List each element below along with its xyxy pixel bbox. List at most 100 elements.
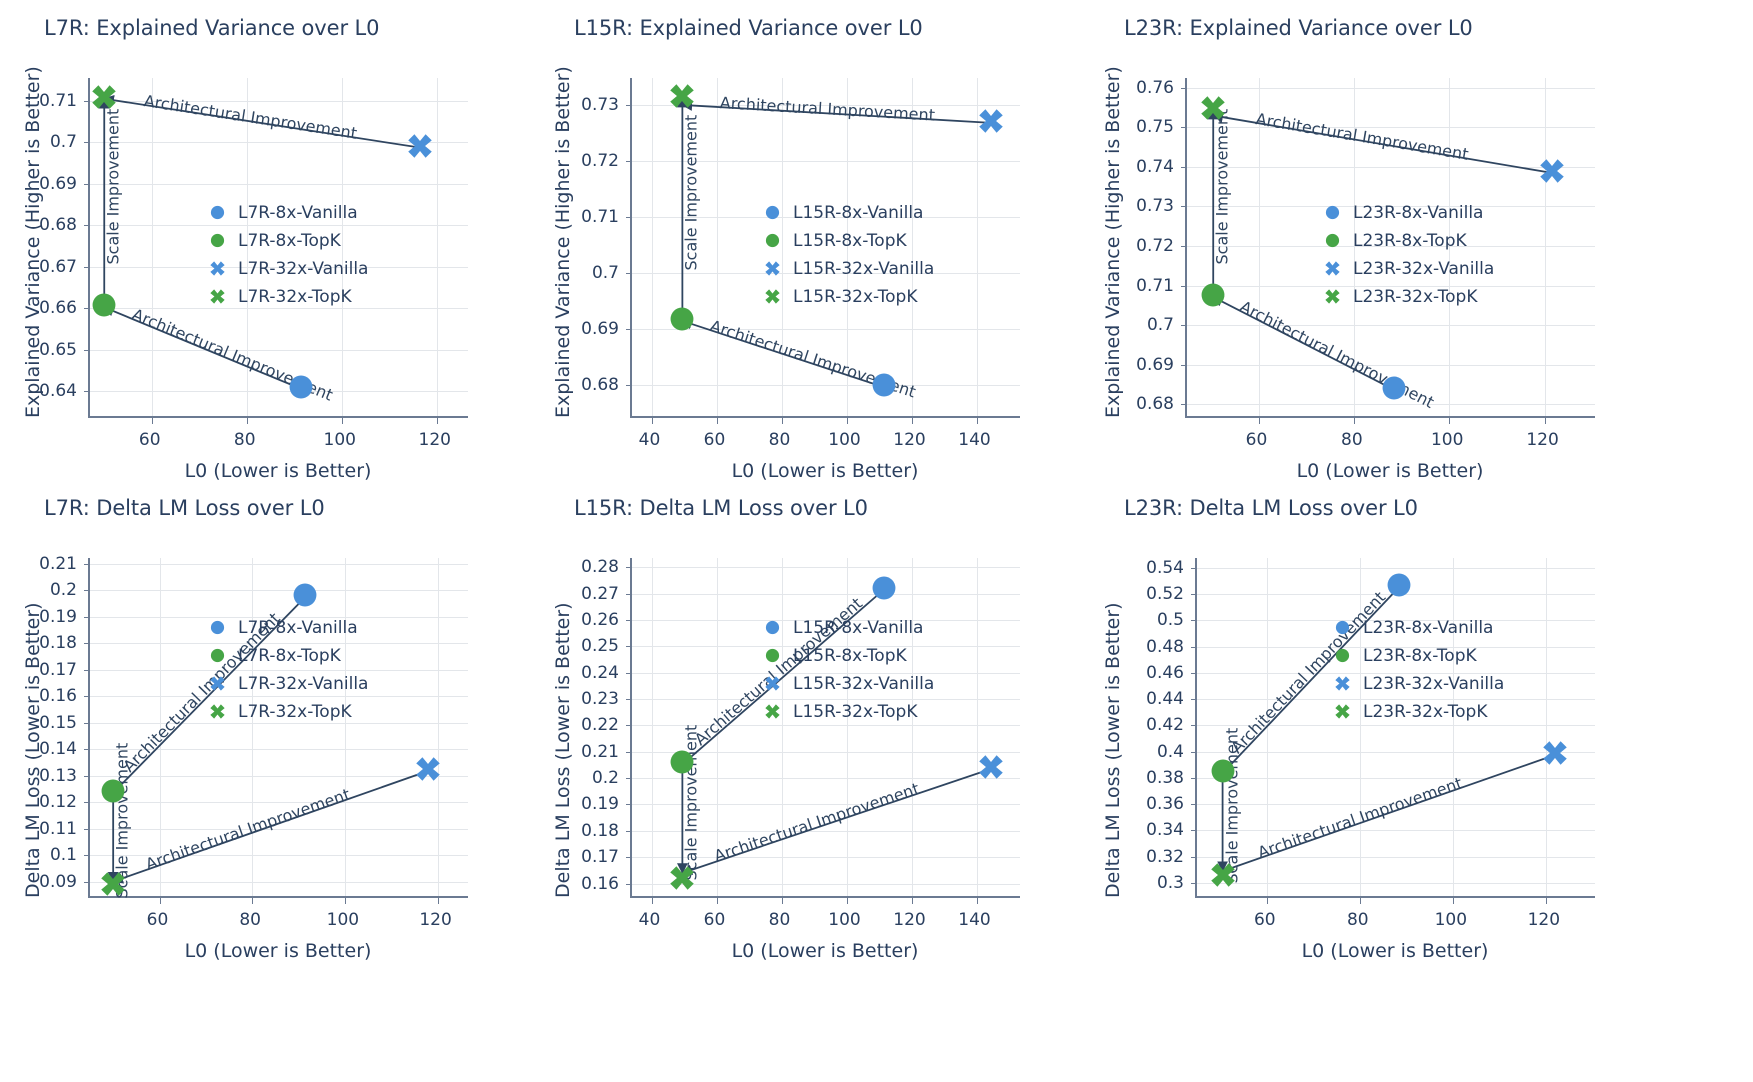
legend-item[interactable]: L15R-8x-TopK <box>760 228 934 253</box>
x-tick-label: 60 <box>703 430 726 450</box>
gridline-vertical <box>438 558 439 896</box>
legend-item[interactable]: L23R-32x-Vanilla <box>1320 256 1494 281</box>
y-tick-label: 0.69 <box>1136 354 1174 375</box>
gridline-horizontal <box>1187 404 1595 405</box>
annotation-architectural-improvement: Architectural Improvement <box>719 93 936 125</box>
legend-cross-icon <box>1330 703 1354 720</box>
annotation-scale-improvement: Scale Improvement <box>681 115 701 271</box>
legend-circle-icon <box>760 620 784 635</box>
legend-cross-icon <box>760 703 784 720</box>
gridline-vertical <box>652 558 653 896</box>
legend-item[interactable]: L7R-8x-Vanilla <box>205 615 368 640</box>
y-tick-mark <box>1181 167 1187 168</box>
plot-area-l7r-delta-lm-loss: Architectural Improvement Architectural I… <box>84 558 468 904</box>
gridline-horizontal <box>1197 594 1595 595</box>
legend-circle-icon <box>205 233 229 248</box>
gridline-horizontal <box>632 161 1020 162</box>
gridline-horizontal <box>632 329 1020 330</box>
y-tick-mark <box>84 350 90 351</box>
x-tick-mark <box>1449 418 1450 424</box>
legend-item[interactable]: L15R-32x-TopK <box>760 699 934 724</box>
legend-item[interactable]: L7R-8x-TopK <box>205 643 368 668</box>
x-tick-mark <box>1267 898 1268 904</box>
x-tick-mark <box>717 898 718 904</box>
legend-item[interactable]: L23R-8x-Vanilla <box>1330 615 1504 640</box>
y-tick-label: 0.16 <box>581 873 619 894</box>
x-axis-title: L0 (Lower is Better) <box>184 940 372 962</box>
y-tick-mark <box>626 699 632 700</box>
y-tick-label: 0.3 <box>1156 872 1184 893</box>
y-tick-label: 0.7 <box>49 132 77 153</box>
y-tick-label: 0.69 <box>581 319 619 340</box>
legend-cross-icon <box>205 703 229 720</box>
y-tick-mark <box>626 385 632 386</box>
y-tick-label: 0.27 <box>581 583 619 604</box>
data-point-l15r-8x-vanilla <box>871 575 897 605</box>
y-tick-mark <box>1191 647 1197 648</box>
legend-circle-icon <box>760 205 784 220</box>
gridline-vertical <box>1453 558 1454 896</box>
y-tick-label: 0.54 <box>1146 557 1184 578</box>
legend-item[interactable]: L15R-32x-TopK <box>760 284 934 309</box>
legend-circle-icon <box>1330 620 1354 635</box>
legend-item[interactable]: L23R-32x-TopK <box>1330 699 1504 724</box>
chart-panel-l23r-explained-variance: L23R: Explained Variance over L0 Architec… <box>1080 0 1753 490</box>
legend-item[interactable]: L15R-8x-TopK <box>760 643 934 668</box>
legend-cross-icon <box>1320 288 1344 305</box>
gridline-vertical <box>912 558 913 896</box>
y-tick-label: 0.21 <box>581 741 619 762</box>
legend-item[interactable]: L15R-32x-Vanilla <box>760 671 934 696</box>
gridline-horizontal <box>632 385 1020 386</box>
legend-item[interactable]: L23R-8x-TopK <box>1330 643 1504 668</box>
legend-cross-icon <box>760 288 784 305</box>
y-tick-label: 0.12 <box>39 792 77 813</box>
legend-item[interactable]: L7R-32x-TopK <box>205 699 368 724</box>
y-tick-label: 0.42 <box>1146 715 1184 736</box>
y-tick-mark <box>626 273 632 274</box>
y-tick-label: 0.46 <box>1146 662 1184 683</box>
y-tick-mark <box>626 620 632 621</box>
legend-cross-icon <box>1330 675 1354 692</box>
chart-panel-l15r-explained-variance: L15R: Explained Variance over L0 Architec… <box>530 0 1080 490</box>
legend-item[interactable]: L23R-8x-TopK <box>1320 228 1494 253</box>
x-tick-mark <box>977 898 978 904</box>
x-tick-label: 60 <box>1253 910 1276 930</box>
x-tick-label: 60 <box>146 910 169 930</box>
x-tick-mark <box>717 418 718 424</box>
gridline-vertical <box>345 558 346 896</box>
gridline-vertical <box>1354 78 1355 416</box>
y-tick-mark <box>84 723 90 724</box>
legend-item[interactable]: L7R-8x-Vanilla <box>205 200 368 225</box>
y-tick-mark <box>84 590 90 591</box>
legend-item[interactable]: L7R-8x-TopK <box>205 228 368 253</box>
legend-item[interactable]: L7R-32x-TopK <box>205 284 368 309</box>
x-axis-title: L0 (Lower is Better) <box>1296 460 1484 482</box>
y-tick-label: 0.7 <box>1146 315 1174 336</box>
y-tick-label: 0.4 <box>1156 741 1184 762</box>
y-tick-label: 0.16 <box>39 686 77 707</box>
y-tick-label: 0.15 <box>39 712 77 733</box>
legend-item[interactable]: L23R-32x-Vanilla <box>1330 671 1504 696</box>
y-tick-mark <box>626 161 632 162</box>
y-tick-mark <box>1181 88 1187 89</box>
legend-item[interactable]: L23R-8x-Vanilla <box>1320 200 1494 225</box>
y-tick-label: 0.7 <box>591 263 619 284</box>
legend-item[interactable]: L7R-32x-Vanilla <box>205 256 368 281</box>
y-tick-label: 0.17 <box>39 659 77 680</box>
legend-item[interactable]: L15R-32x-Vanilla <box>760 256 934 281</box>
legend-item[interactable]: L7R-32x-Vanilla <box>205 671 368 696</box>
y-tick-mark <box>84 142 90 143</box>
legend-item[interactable]: L15R-8x-Vanilla <box>760 615 934 640</box>
y-tick-mark <box>1191 804 1197 805</box>
y-tick-mark <box>1181 325 1187 326</box>
x-tick-mark <box>912 898 913 904</box>
gridline-horizontal <box>1187 286 1595 287</box>
gridline-horizontal <box>90 802 468 803</box>
legend-cross-icon <box>760 675 784 692</box>
legend-item[interactable]: L23R-32x-TopK <box>1320 284 1494 309</box>
legend-item[interactable]: L15R-8x-Vanilla <box>760 200 934 225</box>
x-tick-mark <box>782 898 783 904</box>
x-axis-title: L0 (Lower is Better) <box>184 460 372 482</box>
gridline-vertical <box>1546 558 1547 896</box>
